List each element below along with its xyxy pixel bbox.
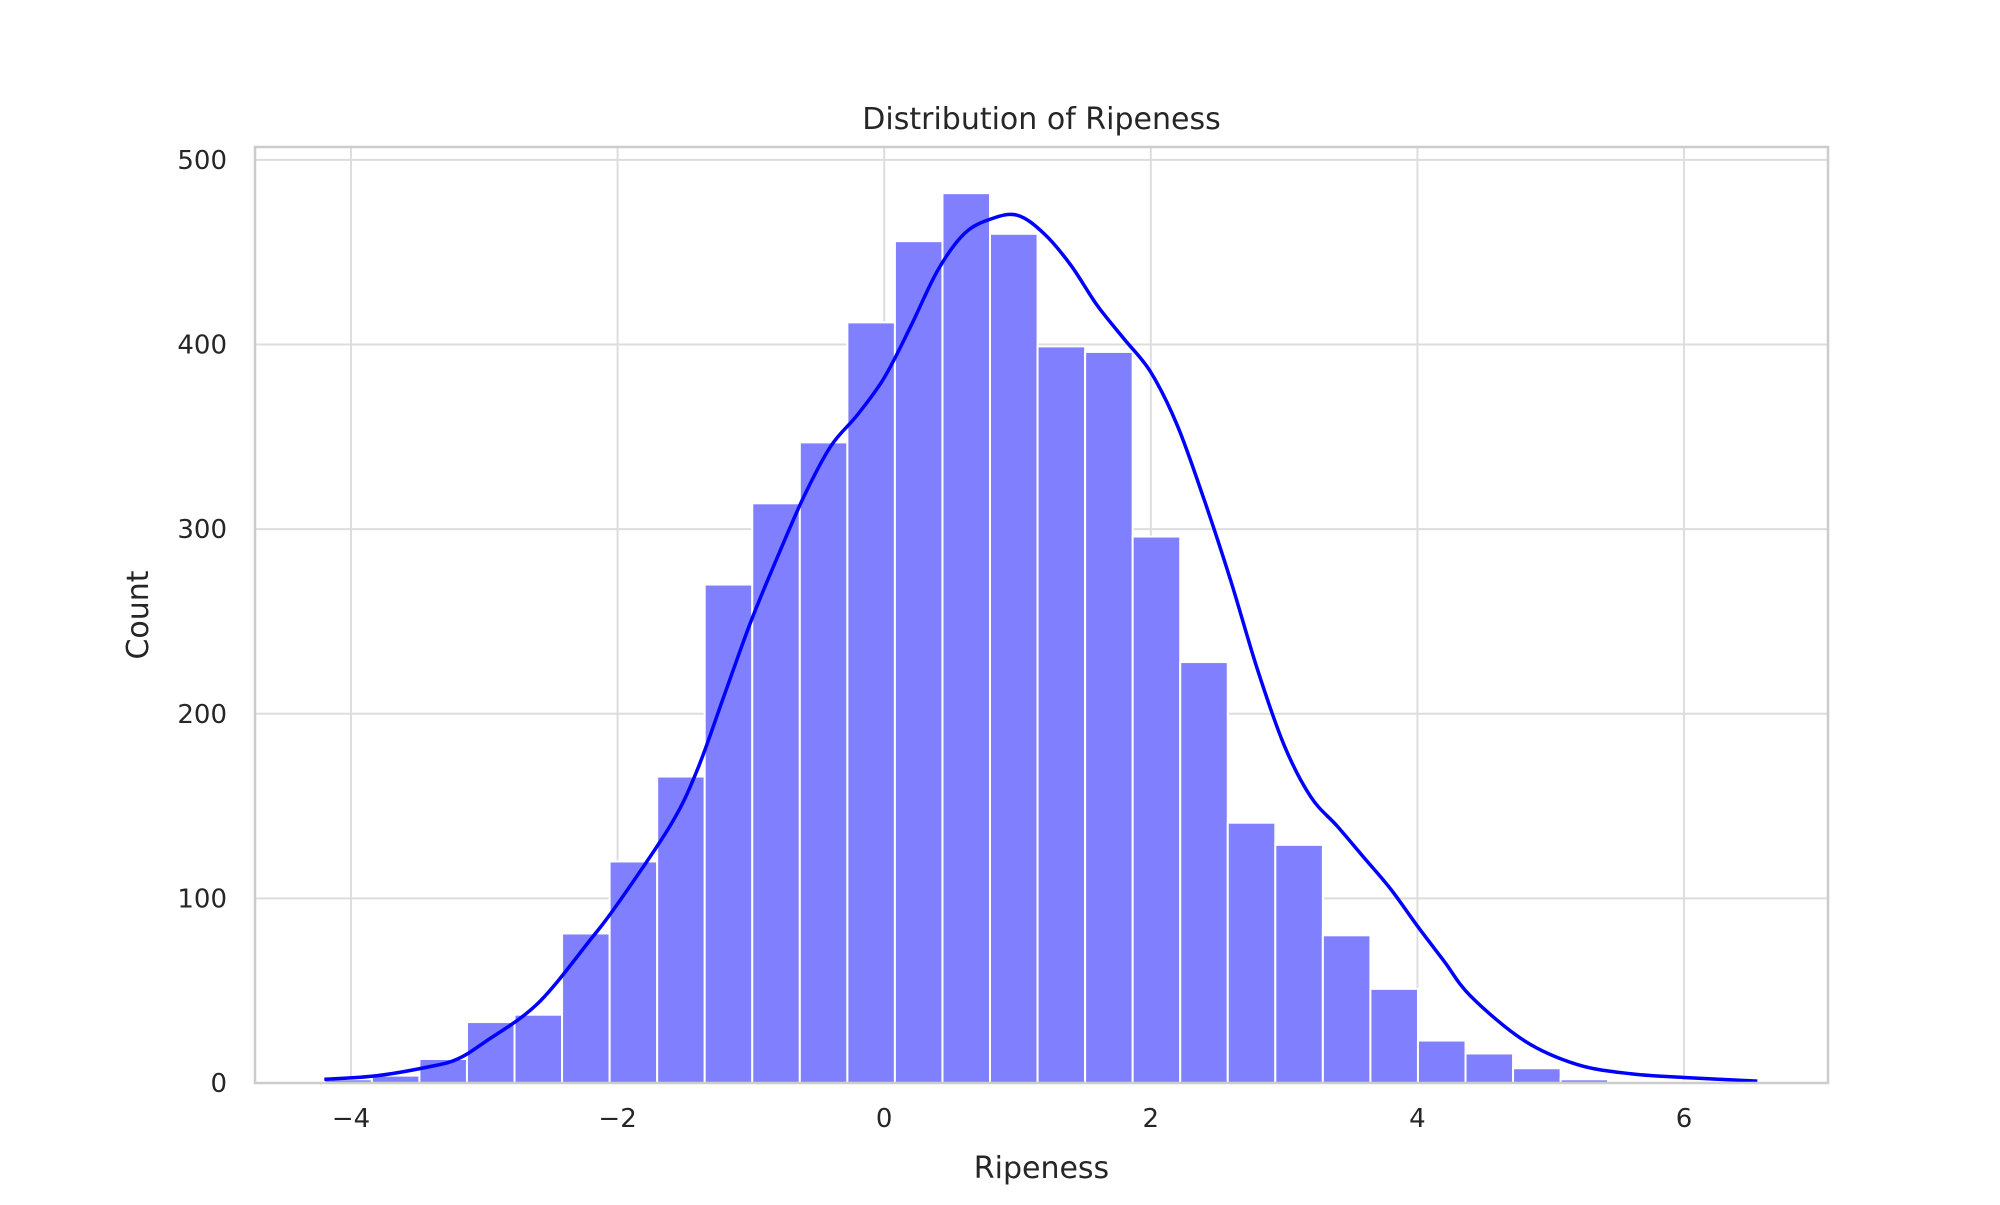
histogram-bar [1179, 661, 1229, 1084]
histogram-bar [1416, 1039, 1467, 1084]
y-tick-label: 0 [210, 1069, 227, 1099]
histogram-bar [751, 502, 801, 1084]
histogram-bar [1036, 345, 1087, 1084]
histogram-bar [798, 441, 849, 1084]
y-axis-label: Count [121, 570, 156, 659]
histogram-bar [1464, 1052, 1515, 1085]
histogram-bar [1226, 821, 1277, 1084]
x-tick-label: −2 [598, 1104, 636, 1134]
histogram-bar [989, 232, 1039, 1084]
x-tick-label: 2 [1143, 1104, 1160, 1134]
histogram-bar [1321, 934, 1372, 1084]
histogram-bar [893, 240, 944, 1084]
x-tick-labels: −4 −2 0 2 4 6 [332, 1104, 1692, 1134]
histogram-bar [1512, 1067, 1562, 1084]
x-tick-label: 0 [876, 1104, 893, 1134]
x-axis-label: Ripeness [974, 1151, 1109, 1186]
kde-layer [324, 212, 1758, 1083]
histogram-bar [608, 860, 659, 1085]
x-tick-label: −4 [332, 1104, 370, 1134]
y-tick-label: 500 [177, 146, 227, 176]
histogram-bar [1274, 843, 1324, 1084]
histogram-bar [465, 1021, 516, 1084]
histogram-bar [941, 192, 992, 1084]
y-tick-labels: 0 100 200 300 400 500 [177, 146, 227, 1099]
histogram-bar [656, 775, 706, 1084]
histogram-bar [1084, 350, 1134, 1084]
kde-line [324, 212, 1758, 1083]
histogram-bar [703, 583, 754, 1084]
y-tick-label: 300 [177, 515, 227, 545]
plot-frame [253, 145, 1830, 1085]
histogram-bar [846, 321, 896, 1084]
histogram-bar [1369, 987, 1419, 1084]
chart-title: Distribution of Ripeness [862, 102, 1220, 137]
y-tick-label: 400 [177, 331, 227, 361]
x-tick-label: 4 [1409, 1104, 1426, 1134]
y-tick-label: 100 [177, 884, 227, 914]
histogram-bar [1131, 535, 1182, 1084]
histogram-bar [513, 1013, 564, 1085]
histogram-bar [561, 932, 611, 1085]
y-tick-label: 200 [177, 700, 227, 730]
x-tick-label: 6 [1676, 1104, 1693, 1134]
